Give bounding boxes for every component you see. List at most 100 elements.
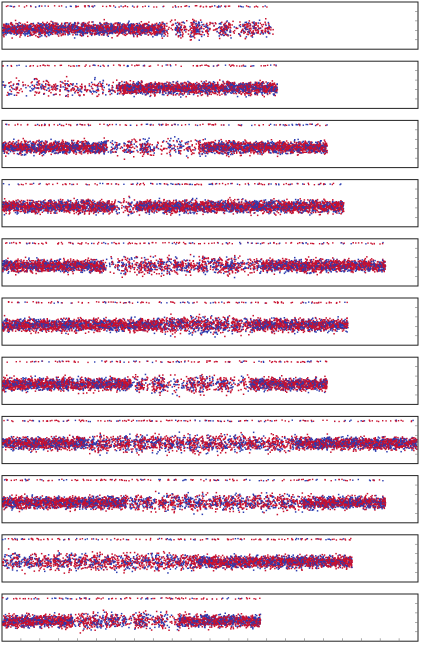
data-point: [106, 32, 108, 34]
data-point: [88, 21, 90, 23]
data-point: [121, 30, 123, 32]
data-point: [188, 30, 190, 32]
data-point: [194, 28, 196, 30]
data-point: [110, 25, 112, 27]
data-point: [3, 36, 4, 38]
data-point: [147, 32, 149, 34]
data-point: [156, 23, 158, 25]
data-point: [91, 35, 93, 37]
data-point: [166, 26, 168, 28]
data-point: [41, 35, 43, 37]
data-point: [45, 32, 47, 34]
data-point: [19, 26, 21, 28]
data-point: [17, 26, 19, 28]
data-point: [56, 33, 58, 35]
data-point: [46, 36, 48, 38]
data-point: [172, 29, 174, 31]
data-point: [103, 33, 105, 35]
data-point: [53, 31, 55, 33]
data-point: [67, 34, 69, 36]
data-point: [87, 32, 89, 33]
data-point: [122, 33, 124, 35]
data-point: [85, 24, 87, 26]
data-point: [24, 26, 26, 28]
data-point: [24, 34, 26, 36]
data-point: [191, 27, 193, 29]
data-point: [148, 26, 150, 28]
data-point: [170, 21, 172, 23]
data-point: [162, 37, 164, 39]
data-point: [34, 32, 36, 34]
data-point: [96, 26, 98, 28]
data-point: [74, 27, 76, 29]
data-point: [126, 34, 128, 36]
data-point: [77, 31, 79, 33]
data-point: [132, 32, 134, 34]
data-point: [35, 35, 37, 37]
data-point: [132, 27, 134, 29]
data-point: [52, 34, 54, 36]
data-point: [3, 30, 5, 32]
data-point: [27, 36, 29, 38]
data-point: [75, 25, 77, 27]
data-point: [199, 39, 201, 41]
data-point: [99, 26, 101, 28]
data-point: [17, 30, 19, 32]
data-point: [113, 24, 115, 26]
data-point: [67, 22, 69, 24]
data-point: [158, 26, 160, 28]
data-point: [69, 33, 71, 35]
data-point: [123, 29, 125, 31]
data-point: [133, 23, 135, 25]
data-point: [20, 28, 22, 30]
data-point: [134, 29, 136, 31]
data-point: [198, 22, 200, 24]
data-point: [39, 36, 41, 38]
data-point: [94, 28, 96, 30]
data-point: [201, 34, 203, 36]
data-point: [40, 29, 42, 31]
data-point: [164, 25, 166, 27]
data-point: [175, 23, 177, 25]
data-point: [144, 32, 146, 34]
data-point: [136, 23, 138, 25]
data-point: [125, 30, 127, 32]
data-point: [170, 28, 172, 30]
data-point: [30, 26, 32, 28]
data-point: [30, 23, 32, 25]
data-point: [193, 20, 195, 22]
data-point: [58, 31, 60, 33]
data-point: [160, 23, 162, 25]
data-point: [44, 34, 46, 36]
data-point: [148, 21, 150, 23]
data-point: [142, 24, 144, 26]
data-point: [202, 24, 204, 26]
data-point: [185, 29, 187, 31]
data-point: [55, 33, 57, 35]
data-point: [141, 21, 143, 23]
data-point: [69, 25, 71, 27]
data-point: [191, 30, 193, 32]
data-point: [104, 32, 106, 33]
scatter-points: [2, 18, 274, 41]
data-point: [62, 33, 64, 35]
data-point: [160, 26, 162, 28]
data-point: [178, 35, 180, 37]
data-point: [163, 23, 165, 25]
data-point: [49, 25, 51, 27]
data-point: [155, 24, 157, 26]
data-point: [16, 34, 18, 36]
data-point: [183, 27, 185, 29]
data-point: [92, 28, 94, 30]
data-point: [27, 33, 29, 35]
data-point: [95, 33, 97, 35]
data-point: [164, 26, 166, 28]
data-point: [67, 27, 69, 29]
data-point: [3, 34, 5, 36]
data-point: [33, 23, 35, 25]
data-point: [96, 33, 98, 35]
data-point: [137, 31, 139, 33]
data-point: [154, 26, 156, 28]
data-point: [145, 31, 147, 33]
data-point: [204, 26, 206, 28]
